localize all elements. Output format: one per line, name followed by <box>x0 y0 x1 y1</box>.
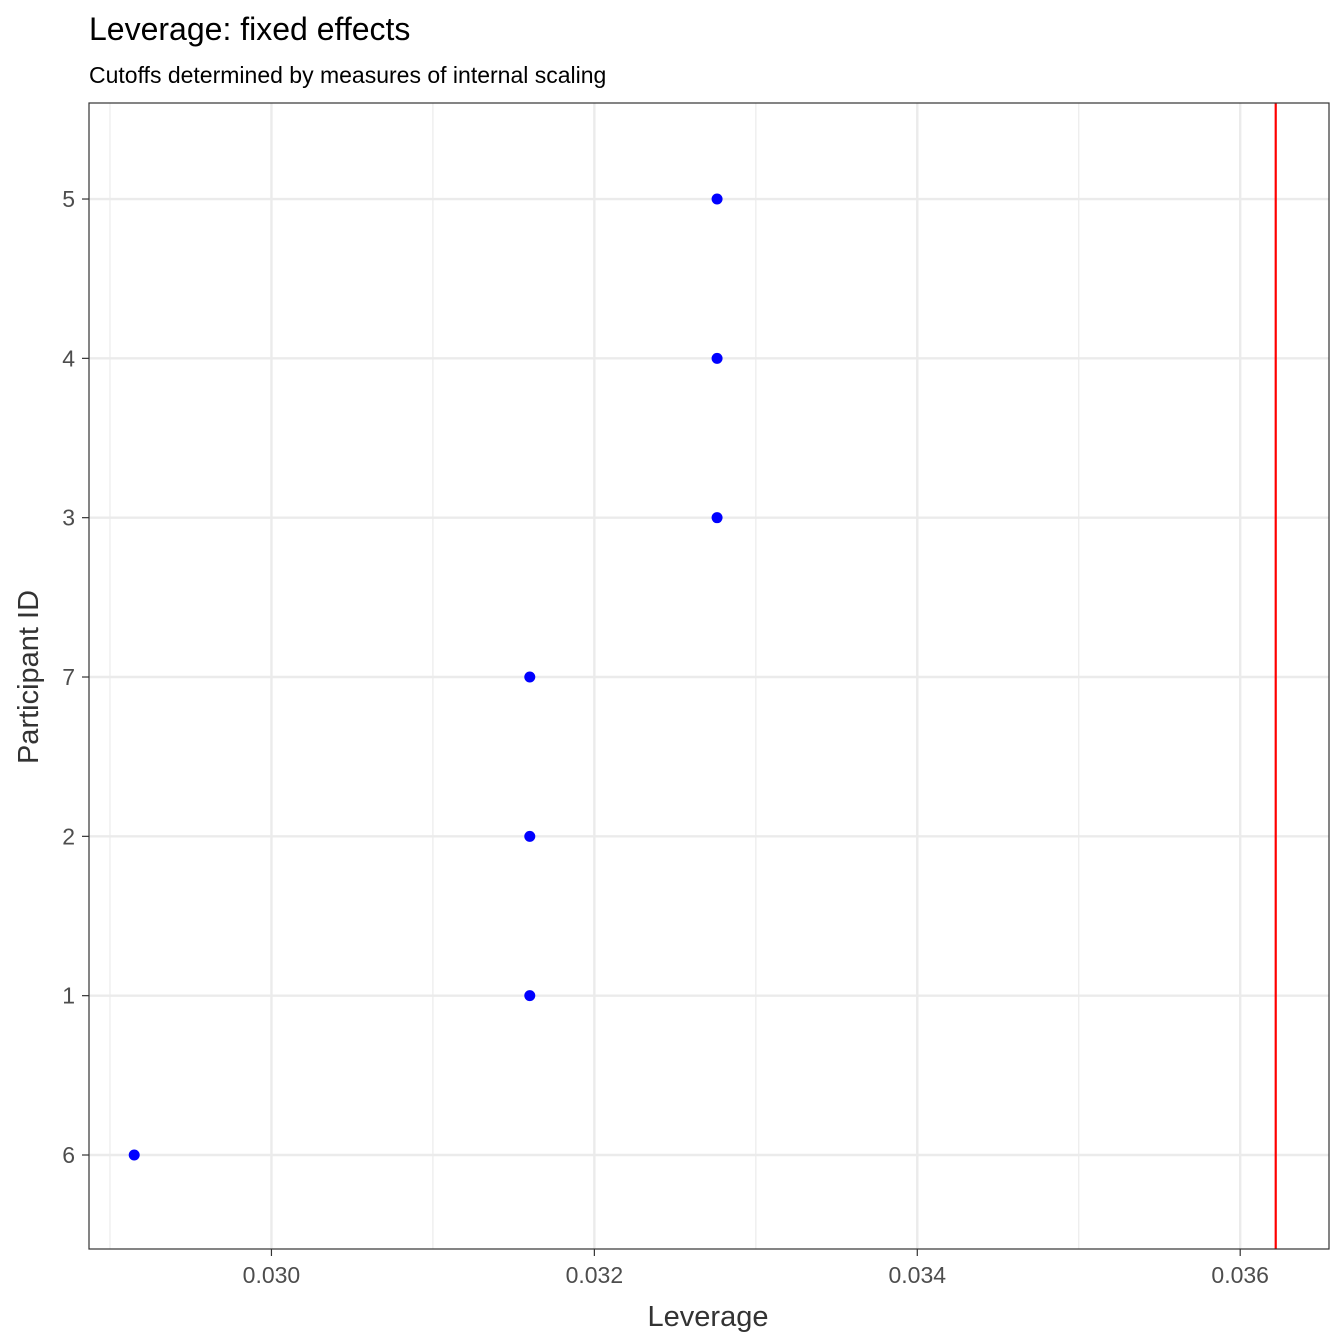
x-tick-label: 0.030 <box>243 1262 301 1288</box>
chart-subtitle: Cutoffs determined by measures of intern… <box>89 62 606 88</box>
y-tick-label: 3 <box>62 505 75 531</box>
y-tick-label: 5 <box>62 186 75 212</box>
y-tick-label: 4 <box>62 345 75 371</box>
data-point <box>524 830 536 842</box>
data-points <box>128 193 723 1161</box>
data-point <box>524 671 536 683</box>
y-tick-label: 2 <box>62 823 75 849</box>
data-point <box>711 352 723 364</box>
data-point <box>128 1149 140 1161</box>
y-tick-label: 1 <box>62 983 75 1009</box>
data-point <box>711 512 723 524</box>
x-tick-label: 0.036 <box>1211 1262 1269 1288</box>
y-tick-label: 6 <box>62 1142 75 1168</box>
chart-title: Leverage: fixed effects <box>89 11 410 47</box>
x-tick-label: 0.032 <box>566 1262 624 1288</box>
x-tick-label: 0.034 <box>889 1262 947 1288</box>
x-axis-title: Leverage <box>648 1301 769 1333</box>
data-point <box>524 990 536 1002</box>
y-tick-label: 7 <box>62 664 75 690</box>
y-axis-title: Participant ID <box>13 590 45 764</box>
panel-border <box>88 102 1330 1250</box>
axis-ticks: 0.030 0.032 0.034 0.036 6 1 2 7 3 4 5 <box>62 186 1269 1288</box>
grid-lines <box>89 103 1329 1249</box>
data-point <box>711 193 723 205</box>
